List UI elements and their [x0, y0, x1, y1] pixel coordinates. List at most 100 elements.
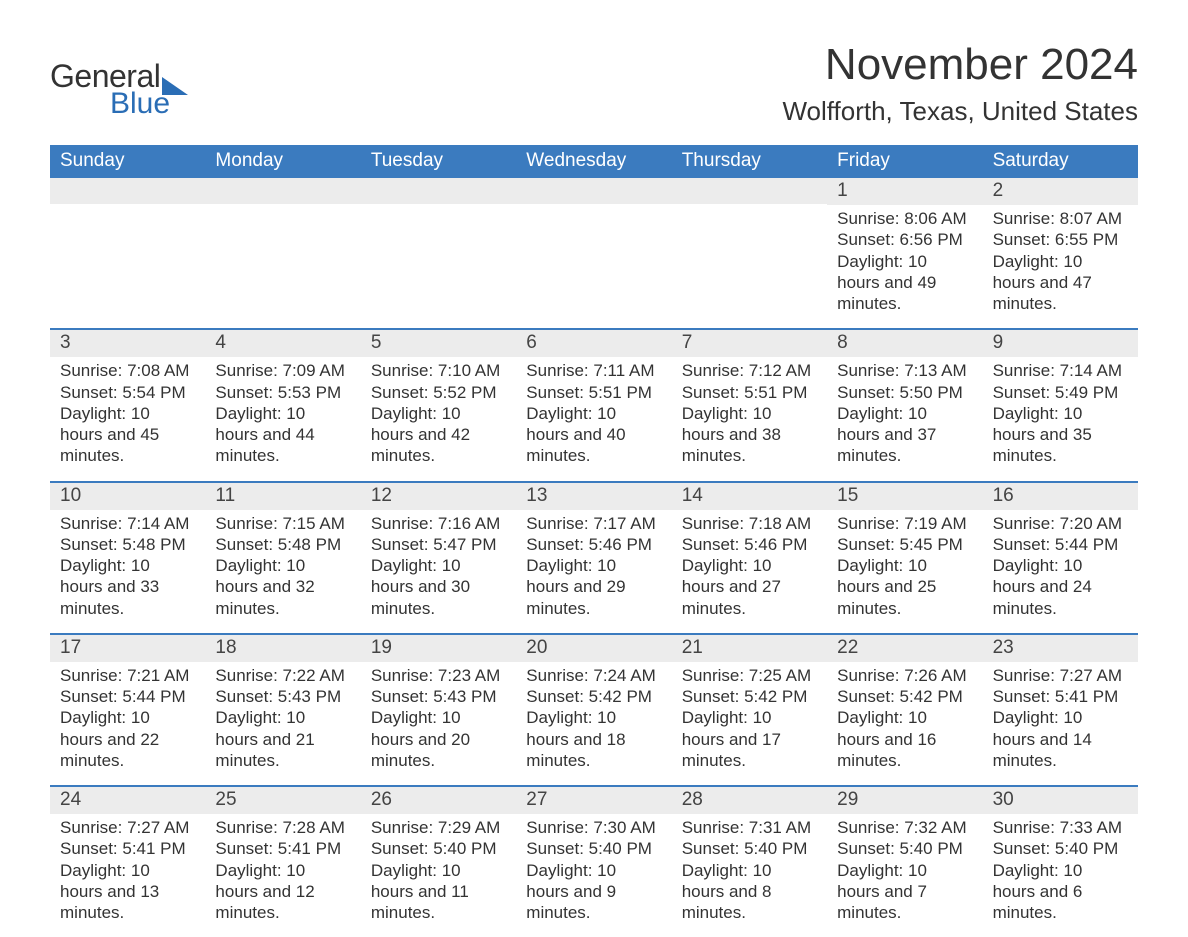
day-header-row: SundayMondayTuesdayWednesdayThursdayFrid…	[50, 145, 1138, 178]
sunset-line: Sunset: 5:41 PM	[993, 686, 1128, 707]
day-cell: 7 Sunrise: 7:12 AMSunset: 5:51 PMDaylight…	[672, 330, 827, 480]
logo-text-blue: Blue	[110, 87, 188, 121]
sunrise-line: Sunrise: 7:20 AM	[993, 513, 1128, 534]
day-body: Sunrise: 7:20 AMSunset: 5:44 PMDaylight:…	[983, 510, 1138, 619]
day-body: Sunrise: 7:19 AMSunset: 5:45 PMDaylight:…	[827, 510, 982, 619]
day-body: Sunrise: 7:23 AMSunset: 5:43 PMDaylight:…	[361, 662, 516, 771]
day-number-bar: 20	[516, 635, 671, 662]
day-number-bar: 1	[827, 178, 982, 205]
day-number-bar: 18	[205, 635, 360, 662]
day-cell: 23 Sunrise: 7:27 AMSunset: 5:41 PMDayligh…	[983, 635, 1138, 785]
day-body: Sunrise: 7:09 AMSunset: 5:53 PMDaylight:…	[205, 357, 360, 466]
day-number-bar: 7	[672, 330, 827, 357]
day-number: 22	[837, 637, 858, 658]
day-cell: 21 Sunrise: 7:25 AMSunset: 5:42 PMDayligh…	[672, 635, 827, 785]
day-number-bar: 6	[516, 330, 671, 357]
sunset-line: Sunset: 5:50 PM	[837, 382, 972, 403]
sunset-line: Sunset: 5:48 PM	[60, 534, 195, 555]
day-number: 23	[993, 637, 1014, 658]
sunrise-line: Sunrise: 7:17 AM	[526, 513, 661, 534]
day-cell: 28 Sunrise: 7:31 AMSunset: 5:40 PMDayligh…	[672, 787, 827, 937]
day-number-bar: 2	[983, 178, 1138, 205]
sunrise-line: Sunrise: 7:14 AM	[60, 513, 195, 534]
sunset-line: Sunset: 5:46 PM	[526, 534, 661, 555]
day-body: Sunrise: 7:27 AMSunset: 5:41 PMDaylight:…	[983, 662, 1138, 771]
daylight-line: Daylight: 10 hours and 18 minutes.	[526, 707, 661, 771]
day-header: Friday	[827, 145, 982, 178]
title-block: November 2024 Wolfforth, Texas, United S…	[782, 40, 1138, 127]
day-number: 17	[60, 637, 81, 658]
week-row: 10Sunrise: 7:14 AMSunset: 5:48 PMDayligh…	[50, 481, 1138, 633]
day-number-bar: 23	[983, 635, 1138, 662]
day-number-bar: 29	[827, 787, 982, 814]
sunrise-line: Sunrise: 7:10 AM	[371, 360, 506, 381]
sunset-line: Sunset: 5:44 PM	[993, 534, 1128, 555]
sunrise-line: Sunrise: 7:26 AM	[837, 665, 972, 686]
day-number: 21	[682, 637, 703, 658]
day-number-bar: 25	[205, 787, 360, 814]
day-number: 2	[993, 180, 1004, 201]
day-body: Sunrise: 7:32 AMSunset: 5:40 PMDaylight:…	[827, 814, 982, 923]
day-cell: 4Sunrise: 7:09 AMSunset: 5:53 PMDaylight…	[205, 330, 360, 480]
sunset-line: Sunset: 5:41 PM	[215, 838, 350, 859]
daylight-line: Daylight: 10 hours and 37 minutes.	[837, 403, 972, 467]
day-number: 29	[837, 789, 858, 810]
day-number-bar: 22	[827, 635, 982, 662]
day-number: 14	[682, 485, 703, 506]
sunset-line: Sunset: 5:42 PM	[526, 686, 661, 707]
sunrise-line: Sunrise: 7:27 AM	[60, 817, 195, 838]
sunrise-line: Sunrise: 7:30 AM	[526, 817, 661, 838]
sunset-line: Sunset: 5:42 PM	[682, 686, 817, 707]
sunset-line: Sunset: 5:51 PM	[526, 382, 661, 403]
day-body: Sunrise: 7:25 AMSunset: 5:42 PMDaylight:…	[672, 662, 827, 771]
sunrise-line: Sunrise: 7:29 AM	[371, 817, 506, 838]
sunset-line: Sunset: 6:55 PM	[993, 229, 1128, 250]
day-number-bar: 15	[827, 483, 982, 510]
sunset-line: Sunset: 5:51 PM	[682, 382, 817, 403]
sunrise-line: Sunrise: 7:12 AM	[682, 360, 817, 381]
header: General Blue November 2024 Wolfforth, Te…	[50, 40, 1138, 127]
day-cell: 27Sunrise: 7:30 AMSunset: 5:40 PMDayligh…	[516, 787, 671, 937]
sunrise-line: Sunrise: 7:28 AM	[215, 817, 350, 838]
day-body: Sunrise: 7:15 AMSunset: 5:48 PMDaylight:…	[205, 510, 360, 619]
sunrise-line: Sunrise: 7:27 AM	[993, 665, 1128, 686]
day-number-bar: 13	[516, 483, 671, 510]
day-number-bar: 28	[672, 787, 827, 814]
daylight-line: Daylight: 10 hours and 38 minutes.	[682, 403, 817, 467]
day-number: 25	[215, 789, 236, 810]
sunset-line: Sunset: 5:43 PM	[371, 686, 506, 707]
day-cell: 25Sunrise: 7:28 AMSunset: 5:41 PMDayligh…	[205, 787, 360, 937]
day-number-bar: 16	[983, 483, 1138, 510]
day-body: Sunrise: 7:21 AMSunset: 5:44 PMDaylight:…	[50, 662, 205, 771]
day-body: Sunrise: 7:18 AMSunset: 5:46 PMDaylight:…	[672, 510, 827, 619]
day-body: Sunrise: 7:08 AMSunset: 5:54 PMDaylight:…	[50, 357, 205, 466]
daylight-line: Daylight: 10 hours and 14 minutes.	[993, 707, 1128, 771]
sunset-line: Sunset: 5:45 PM	[837, 534, 972, 555]
daylight-line: Daylight: 10 hours and 22 minutes.	[60, 707, 195, 771]
daylight-line: Daylight: 10 hours and 30 minutes.	[371, 555, 506, 619]
day-number-bar	[205, 178, 360, 204]
day-number: 7	[682, 332, 693, 353]
day-number-bar: 9	[983, 330, 1138, 357]
sunset-line: Sunset: 5:46 PM	[682, 534, 817, 555]
day-number-bar: 12	[361, 483, 516, 510]
daylight-line: Daylight: 10 hours and 40 minutes.	[526, 403, 661, 467]
day-number: 12	[371, 485, 392, 506]
day-number: 28	[682, 789, 703, 810]
sunset-line: Sunset: 5:54 PM	[60, 382, 195, 403]
day-cell: 13Sunrise: 7:17 AMSunset: 5:46 PMDayligh…	[516, 483, 671, 633]
location-title: Wolfforth, Texas, United States	[782, 96, 1138, 127]
day-number: 27	[526, 789, 547, 810]
sunrise-line: Sunrise: 7:23 AM	[371, 665, 506, 686]
day-header: Thursday	[672, 145, 827, 178]
day-body: Sunrise: 7:31 AMSunset: 5:40 PMDaylight:…	[672, 814, 827, 923]
day-number: 20	[526, 637, 547, 658]
day-number: 9	[993, 332, 1004, 353]
day-number: 1	[837, 180, 848, 201]
day-number-bar: 21	[672, 635, 827, 662]
day-cell: 20Sunrise: 7:24 AMSunset: 5:42 PMDayligh…	[516, 635, 671, 785]
sunset-line: Sunset: 5:40 PM	[682, 838, 817, 859]
day-cell	[50, 178, 205, 328]
day-number-bar: 24	[50, 787, 205, 814]
day-cell	[205, 178, 360, 328]
